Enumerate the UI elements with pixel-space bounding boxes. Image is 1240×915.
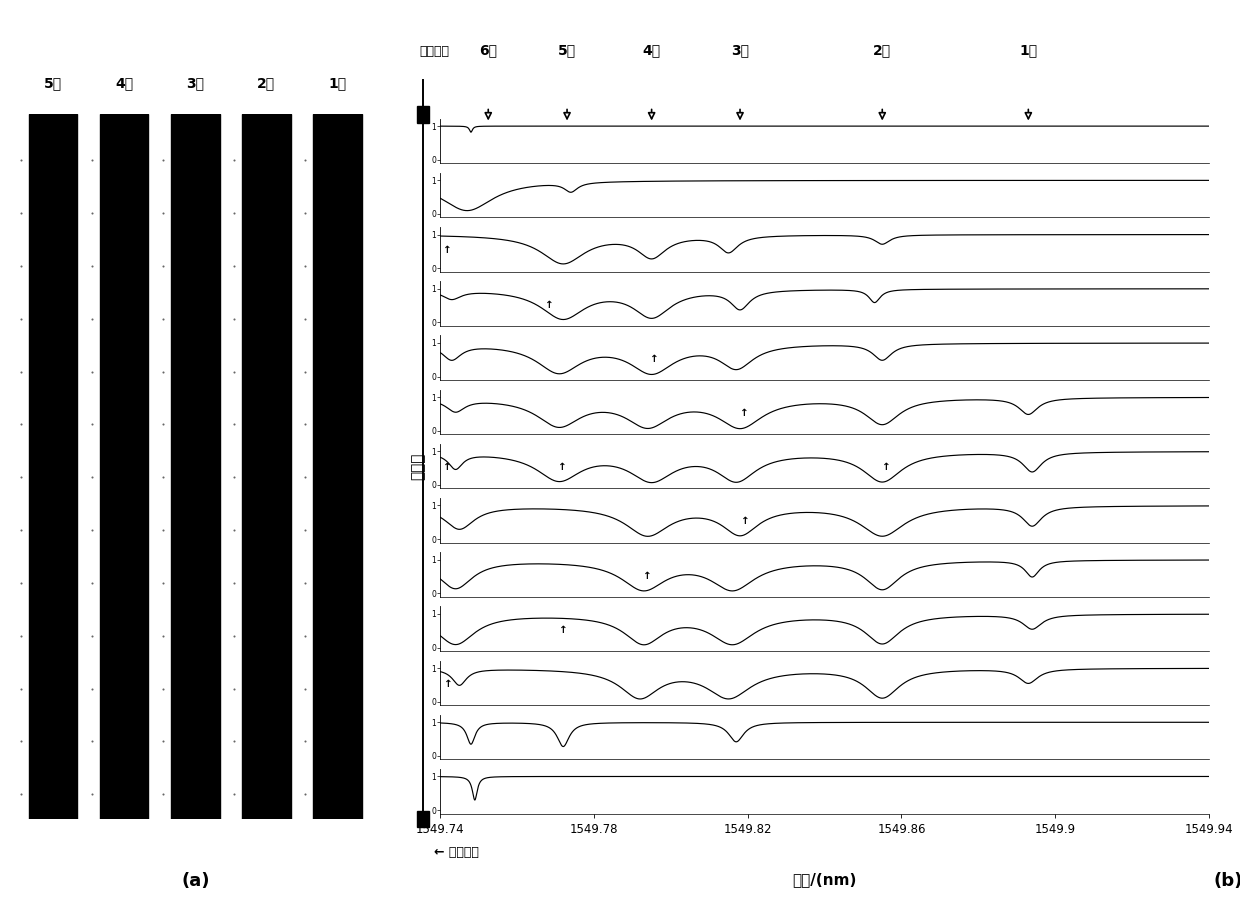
Text: 波长/(nm): 波长/(nm)	[792, 872, 857, 887]
Text: 锥形光纤: 锥形光纤	[419, 45, 449, 58]
Text: 5阶: 5阶	[45, 76, 62, 90]
Text: ↑: ↑	[644, 571, 652, 580]
Text: (a): (a)	[181, 872, 210, 890]
Bar	[314, 114, 362, 819]
Text: 2阶: 2阶	[258, 76, 275, 90]
Text: 4阶: 4阶	[115, 76, 133, 90]
Text: ↑: ↑	[558, 462, 567, 472]
Text: 3阶: 3阶	[732, 44, 749, 58]
Text: ↑: ↑	[742, 516, 750, 526]
Text: 6阶: 6阶	[479, 44, 497, 58]
Bar	[29, 114, 77, 819]
Text: ↑: ↑	[443, 245, 451, 255]
Text: ↑: ↑	[650, 354, 660, 364]
Text: ↑: ↑	[444, 679, 453, 689]
Text: ← 锥形光纤: ← 锥形光纤	[434, 846, 479, 859]
Bar	[242, 114, 290, 819]
Text: ↑: ↑	[882, 462, 890, 472]
Text: 1阶: 1阶	[329, 76, 346, 90]
Bar	[100, 114, 149, 819]
Text: (b): (b)	[1214, 872, 1240, 890]
Text: ↑: ↑	[443, 462, 451, 472]
Text: 1阶: 1阶	[1019, 44, 1038, 58]
Text: 4阶: 4阶	[642, 44, 661, 58]
Text: ↑: ↑	[546, 299, 554, 309]
Bar	[171, 114, 219, 819]
Text: 2阶: 2阶	[873, 44, 892, 58]
Text: ↑: ↑	[559, 625, 568, 635]
Text: 3阶: 3阶	[186, 76, 205, 90]
Text: 透过率: 透过率	[410, 453, 425, 480]
Text: ↑: ↑	[739, 408, 748, 418]
Text: 5阶: 5阶	[558, 44, 577, 58]
